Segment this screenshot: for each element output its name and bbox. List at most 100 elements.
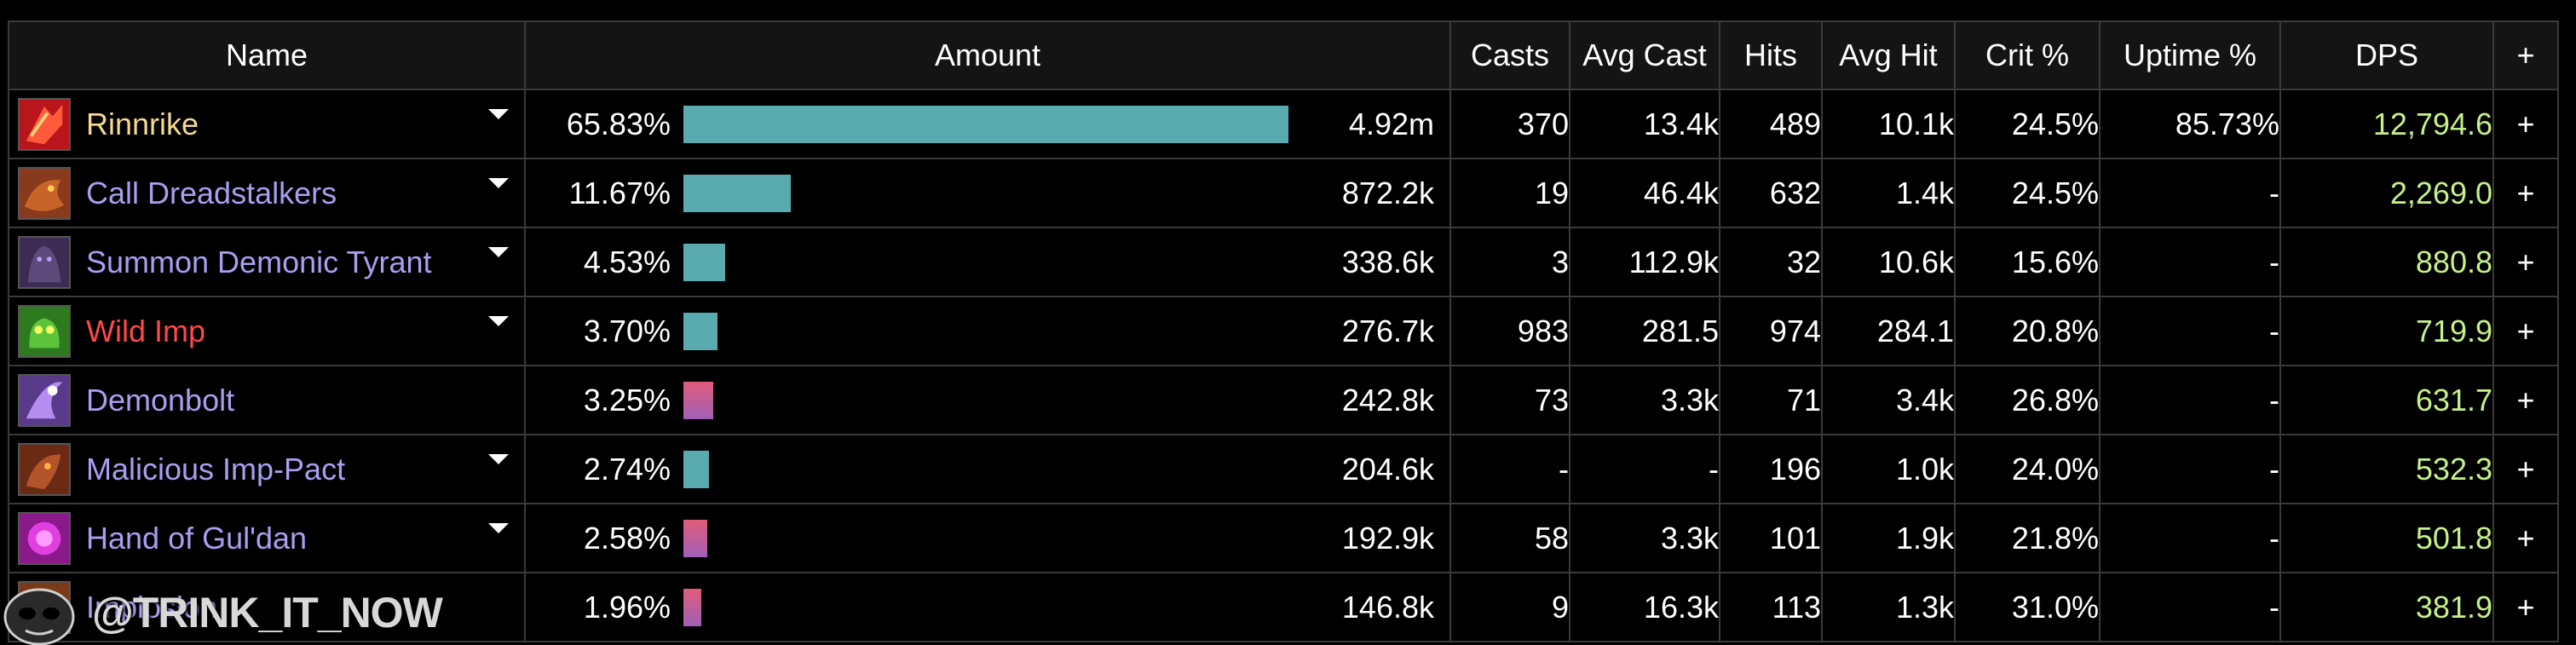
amount-percent: 11.67% bbox=[568, 175, 671, 210]
avg-cast-cell: 16.3k bbox=[1569, 572, 1720, 642]
crit-cell: 24.5% bbox=[1954, 89, 2101, 159]
table-row[interactable]: Malicious Imp-Pact 2.74% 204.6k - -196 1.0k 24… bbox=[8, 434, 2559, 504]
amount-bar bbox=[683, 381, 1288, 419]
spell-name[interactable]: Summon Demonic Tyrant bbox=[86, 244, 432, 279]
avg-cast-cell: 3.3k bbox=[1569, 365, 1720, 435]
expand-caret-icon[interactable] bbox=[488, 315, 509, 326]
uptime-cell: - bbox=[2099, 503, 2281, 573]
dps-cell: 631.7 bbox=[2279, 365, 2494, 435]
name-cell[interactable]: Demonbolt bbox=[8, 365, 526, 435]
uptime-cell: - bbox=[2099, 365, 2281, 435]
hand-of-guldan-icon bbox=[18, 511, 71, 565]
add-row-button[interactable]: + bbox=[2492, 89, 2559, 159]
spell-breakdown-table: Name Amount Casts Avg Cast Hits Avg Hit … bbox=[8, 20, 2559, 642]
add-row-button[interactable]: + bbox=[2492, 296, 2559, 366]
hits-cell: 974 bbox=[1719, 296, 1823, 366]
table-row[interactable]: Demonbolt 3.25% 242.8k 73 3.3k 71 3.4k 26.8% -63… bbox=[8, 365, 2559, 435]
table-row[interactable]: Summon Demonic Tyrant 4.53% 338.6k 3 112.9k 3… bbox=[8, 227, 2559, 297]
uptime-cell: - bbox=[2099, 227, 2281, 297]
column-header-name[interactable]: Name bbox=[8, 20, 526, 90]
avg-cast-cell: 13.4k bbox=[1569, 89, 1720, 159]
hits-cell: 32 bbox=[1719, 227, 1823, 297]
crit-cell: 24.5% bbox=[1954, 158, 2101, 228]
hits-cell: 71 bbox=[1719, 365, 1823, 435]
column-header-dps[interactable]: DPS bbox=[2279, 20, 2494, 90]
column-header-avg-cast[interactable]: Avg Cast bbox=[1569, 20, 1720, 90]
table-row[interactable]: Hand of Gul'dan 2.58% 192.9k 58 3.3k 101 1.9k 2… bbox=[8, 503, 2559, 573]
avg-hit-cell: 10.1k bbox=[1821, 89, 1956, 159]
amount-bar-fill bbox=[683, 174, 791, 212]
casts-cell: 370 bbox=[1449, 89, 1570, 159]
amount-bar-fill bbox=[683, 312, 717, 350]
uptime-cell: - bbox=[2099, 572, 2281, 642]
name-cell[interactable]: Malicious Imp-Pact bbox=[8, 434, 526, 504]
imp-pact-icon bbox=[18, 442, 71, 496]
add-row-button[interactable]: + bbox=[2492, 503, 2559, 573]
avg-hit-cell: 284.1 bbox=[1821, 296, 1956, 366]
avg-hit-cell: 3.4k bbox=[1821, 365, 1956, 435]
dps-cell: 381.9 bbox=[2279, 572, 2494, 642]
header-row: Name Amount Casts Avg Cast Hits Avg Hit … bbox=[8, 20, 2559, 90]
spell-name[interactable]: Malicious Imp-Pact bbox=[86, 451, 346, 487]
amount-total: 338.6k bbox=[1341, 244, 1434, 279]
crit-cell: 26.8% bbox=[1954, 365, 2101, 435]
name-cell[interactable]: Wild Imp bbox=[8, 296, 526, 366]
table-row[interactable]: Wild Imp 3.70% 276.7k 983 281.5 974 284.1 20.8%… bbox=[8, 296, 2559, 366]
column-header-amount[interactable]: Amount bbox=[524, 20, 1451, 90]
add-row-button[interactable]: + bbox=[2492, 227, 2559, 297]
amount-percent: 2.58% bbox=[583, 520, 671, 556]
expand-caret-icon[interactable] bbox=[488, 246, 509, 257]
hits-cell: 489 bbox=[1719, 89, 1823, 159]
amount-percent: 65.83% bbox=[566, 106, 671, 141]
avg-cast-cell: 46.4k bbox=[1569, 158, 1720, 228]
name-cell[interactable]: Rinnrike bbox=[8, 89, 526, 159]
amount-bar-fill bbox=[683, 105, 1288, 143]
name-cell[interactable]: Call Dreadstalkers bbox=[8, 158, 526, 228]
add-row-button[interactable]: + bbox=[2492, 158, 2559, 228]
casts-cell: 9 bbox=[1449, 572, 1570, 642]
dps-cell: 501.8 bbox=[2279, 503, 2494, 573]
crit-cell: 20.8% bbox=[1954, 296, 2101, 366]
hits-cell: 196 bbox=[1719, 434, 1823, 504]
casts-cell: 73 bbox=[1449, 365, 1570, 435]
amount-cell: 65.83% 4.92m bbox=[524, 89, 1451, 159]
avg-cast-cell: 281.5 bbox=[1569, 296, 1720, 366]
name-cell[interactable]: Hand of Gul'dan bbox=[8, 503, 526, 573]
column-header-crit[interactable]: Crit % bbox=[1954, 20, 2101, 90]
column-header-casts[interactable]: Casts bbox=[1449, 20, 1570, 90]
add-row-button[interactable]: + bbox=[2492, 365, 2559, 435]
mask-logo-icon bbox=[3, 588, 75, 645]
name-cell[interactable]: Summon Demonic Tyrant bbox=[8, 227, 526, 297]
expand-caret-icon[interactable] bbox=[488, 177, 509, 188]
amount-bar-fill bbox=[683, 519, 707, 557]
column-header-hits[interactable]: Hits bbox=[1719, 20, 1823, 90]
spell-name[interactable]: Implosion bbox=[86, 589, 218, 625]
add-column-button[interactable]: + bbox=[2492, 20, 2559, 90]
spell-name[interactable]: Demonbolt bbox=[86, 382, 235, 418]
table-row[interactable]: Call Dreadstalkers 11.67% 872.2k 19 46.4k 632… bbox=[8, 158, 2559, 228]
column-header-avg-hit[interactable]: Avg Hit bbox=[1821, 20, 1956, 90]
spell-name[interactable]: Call Dreadstalkers bbox=[86, 175, 337, 210]
amount-cell: 3.70% 276.7k bbox=[524, 296, 1451, 366]
uptime-cell: - bbox=[2099, 158, 2281, 228]
amount-total: 192.9k bbox=[1341, 520, 1434, 556]
amount-bar bbox=[683, 519, 1288, 557]
table-row[interactable]: Rinnrike 65.83% 4.92m 370 13.4k 489 10.1k 24.5%… bbox=[8, 89, 2559, 159]
amount-bar bbox=[683, 588, 1288, 626]
dps-cell: 532.3 bbox=[2279, 434, 2494, 504]
expand-caret-icon[interactable] bbox=[488, 522, 509, 533]
amount-percent: 2.74% bbox=[583, 451, 671, 487]
expand-caret-icon[interactable] bbox=[488, 108, 509, 119]
spell-name[interactable]: Rinnrike bbox=[86, 106, 199, 141]
dreadstalker-icon bbox=[18, 166, 71, 220]
amount-total: 242.8k bbox=[1341, 382, 1434, 418]
demonbolt-icon bbox=[18, 373, 71, 427]
add-row-button[interactable]: + bbox=[2492, 572, 2559, 642]
add-row-button[interactable]: + bbox=[2492, 434, 2559, 504]
amount-cell: 11.67% 872.2k bbox=[524, 158, 1451, 228]
expand-caret-icon[interactable] bbox=[488, 453, 509, 464]
spell-name[interactable]: Hand of Gul'dan bbox=[86, 520, 308, 556]
amount-bar bbox=[683, 174, 1288, 212]
column-header-uptime[interactable]: Uptime % bbox=[2099, 20, 2281, 90]
spell-name[interactable]: Wild Imp bbox=[86, 313, 206, 348]
